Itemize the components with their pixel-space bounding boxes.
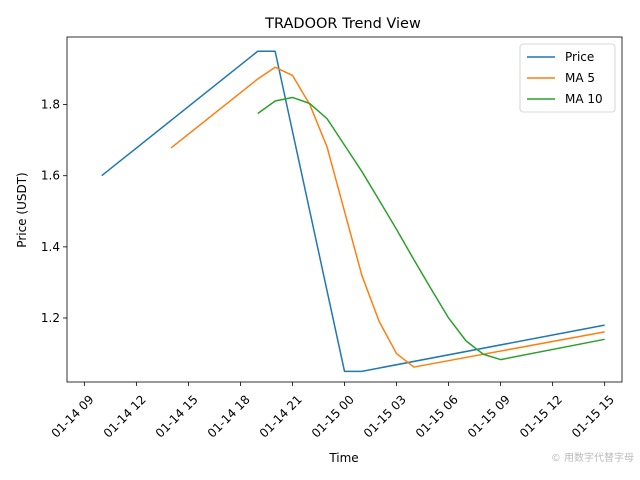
series-line-ma-5 [170,66,605,368]
x-tick-label: 01-15 06 [413,392,461,440]
y-tick-label: 1.2 [41,311,60,325]
x-tick-label: 01-15 03 [361,392,409,440]
legend: Price MA 5 MA 10 [519,43,616,113]
series-line-ma-10 [257,96,605,361]
chart-title: TRADOOR Trend View [264,16,421,32]
y-tick-label: 1.6 [41,169,60,183]
x-tick-label: 01-15 12 [517,392,565,440]
x-tick-label: 01-14 18 [205,392,253,440]
x-tick-label: 01-14 21 [257,392,305,440]
series-line-price [101,50,605,373]
y-axis: 1.2 1.4 1.6 1.8 [41,98,67,325]
legend-label: Price [565,50,594,64]
legend-label: MA 10 [565,92,603,106]
legend-frame [519,43,616,113]
y-tick-label: 1.4 [41,240,60,254]
x-tick-label: 01-14 15 [153,392,201,440]
x-axis-title: Time [328,451,358,465]
watermark: © 用数字代替字母 [550,453,634,464]
y-axis-title: Price (USDT) [15,172,29,247]
x-tick-label: 01-15 15 [569,392,617,440]
y-tick-label: 1.8 [41,98,60,112]
x-tick-label: 01-15 09 [465,392,513,440]
series-layer [101,50,605,373]
legend-label: MA 5 [565,71,595,85]
x-tick-label: 01-15 00 [309,392,357,440]
x-axis: 01-14 09 01-14 12 01-14 15 01-14 18 01-14 21… [49,382,617,440]
x-tick-label: 01-14 12 [101,392,149,440]
x-tick-label: 01-14 09 [49,392,97,440]
